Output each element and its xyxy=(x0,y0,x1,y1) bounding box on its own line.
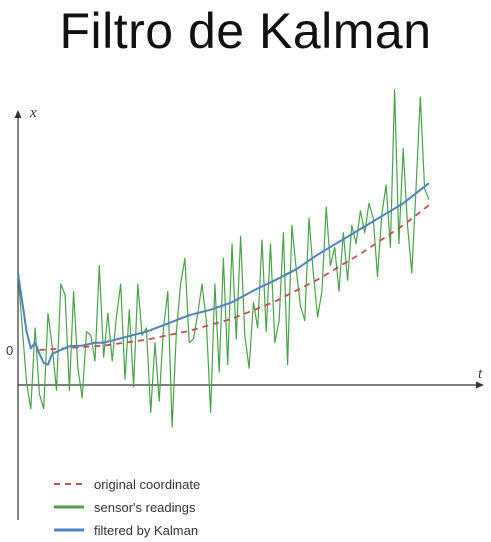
y-tick-label-0: 0 xyxy=(6,343,13,358)
x-axis-label: t xyxy=(478,366,483,382)
legend-label-sensor: sensor's readings xyxy=(94,500,196,515)
page-title: Filtro de Kalman xyxy=(59,3,432,59)
series-original-coordinate xyxy=(39,204,430,351)
legend-label-original: original coordinate xyxy=(94,477,200,492)
legend-label-kalman: filtered by Kalman xyxy=(94,523,198,538)
x-axis-arrow xyxy=(476,381,484,389)
y-axis-label: x xyxy=(29,105,37,121)
legend: original coordinate sensor's readings fi… xyxy=(54,477,200,538)
series-sensor-readings xyxy=(17,89,430,428)
series-kalman-filtered xyxy=(17,182,430,366)
y-axis-arrow xyxy=(14,110,22,118)
axes: x t 0 xyxy=(6,105,484,520)
series-layer xyxy=(17,89,430,428)
